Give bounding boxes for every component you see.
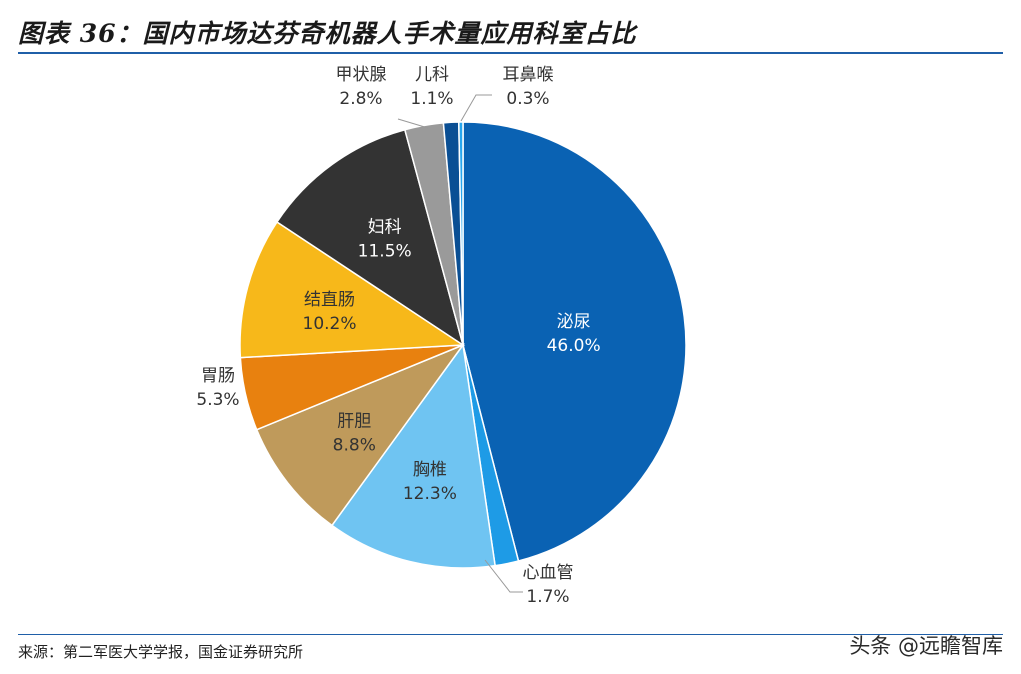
slice-name-label: 耳鼻喉: [503, 65, 554, 85]
slice-value-label: 0.3%: [506, 89, 549, 109]
slice-name-label: 胸椎: [413, 460, 447, 480]
chart-title: 图表 36：国内市场达芬奇机器人手术量应用科室占比: [18, 19, 637, 48]
slice-value-label: 46.0%: [547, 336, 601, 356]
leader-line-8: [397, 118, 429, 129]
slice-value-label: 12.3%: [403, 484, 457, 504]
leader-line-10: [460, 94, 492, 122]
slice-name-label: 肝胆: [337, 411, 371, 431]
slice-name-label: 胃肠: [201, 366, 235, 386]
slice-value-label: 5.3%: [196, 390, 239, 410]
slice-value-label: 8.8%: [333, 435, 376, 455]
slice-value-label: 1.1%: [410, 89, 453, 109]
slice-value-label: 10.2%: [303, 314, 357, 334]
pie-slice-7: [275, 128, 465, 347]
pie-slice-4: [255, 343, 466, 527]
slice-value-label: 11.5%: [358, 242, 412, 262]
slice-name-label: 结直肠: [304, 290, 355, 310]
slice-name-label: 甲状腺: [336, 65, 387, 85]
pie-slice-1: [462, 121, 687, 562]
watermark: 头条 @远瞻智库: [849, 634, 1003, 658]
title-divider: [18, 52, 1003, 54]
slice-name-label: 泌尿: [557, 312, 591, 332]
pie-slice-6: [239, 220, 466, 359]
pie-slice-10: [458, 121, 464, 346]
slice-name-label: 儿科: [415, 65, 449, 85]
slice-name-label: 妇科: [368, 218, 402, 238]
source-note: 来源：第二军医大学学报，国金证券研究所: [18, 643, 304, 661]
footer-divider: [18, 634, 1003, 635]
slice-value-label: 1.7%: [526, 587, 569, 607]
leader-line-2: [484, 559, 523, 593]
slice-value-label: 2.8%: [339, 89, 382, 109]
slice-name-label: 心血管: [523, 563, 574, 583]
pie-slice-3: [330, 343, 496, 569]
